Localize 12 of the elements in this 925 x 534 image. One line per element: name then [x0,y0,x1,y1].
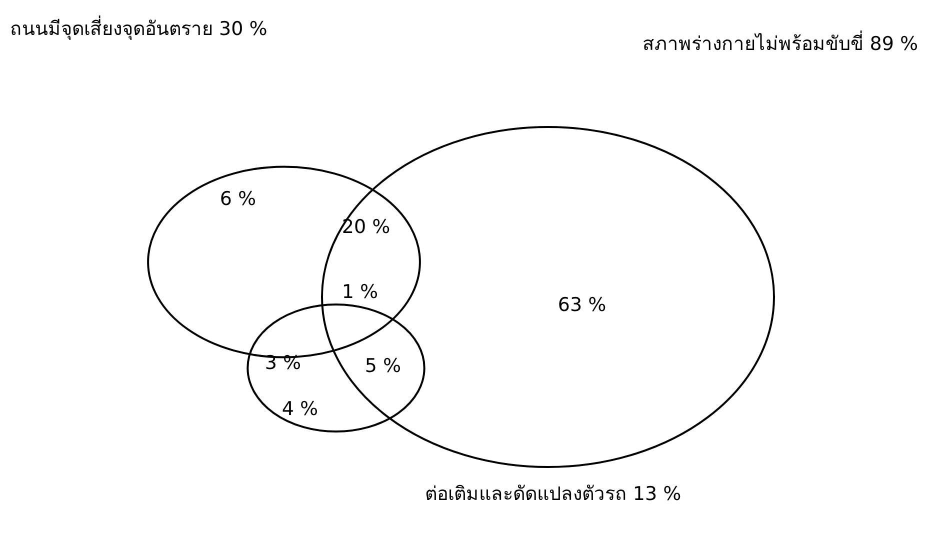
category-label: ถนนมีจุดเสี่ยงจุดอันตราย [10,14,213,41]
data-label: 89 % [870,32,918,55]
category-label: ต่อเติมและดัดแปลงตัวรถ [424,482,627,505]
text: 1 % [342,280,378,303]
data-label: 30 % [219,18,268,40]
text: 20 % [342,216,390,238]
text: 5 % [364,354,402,377]
data-label: 13 % [632,482,682,505]
text: 63 % [558,294,606,316]
category-label: สภาพร่างกายไม่พร้อมขับขี่ [642,30,864,55]
text: 6 % [220,188,256,210]
text: 4 % [282,398,318,420]
